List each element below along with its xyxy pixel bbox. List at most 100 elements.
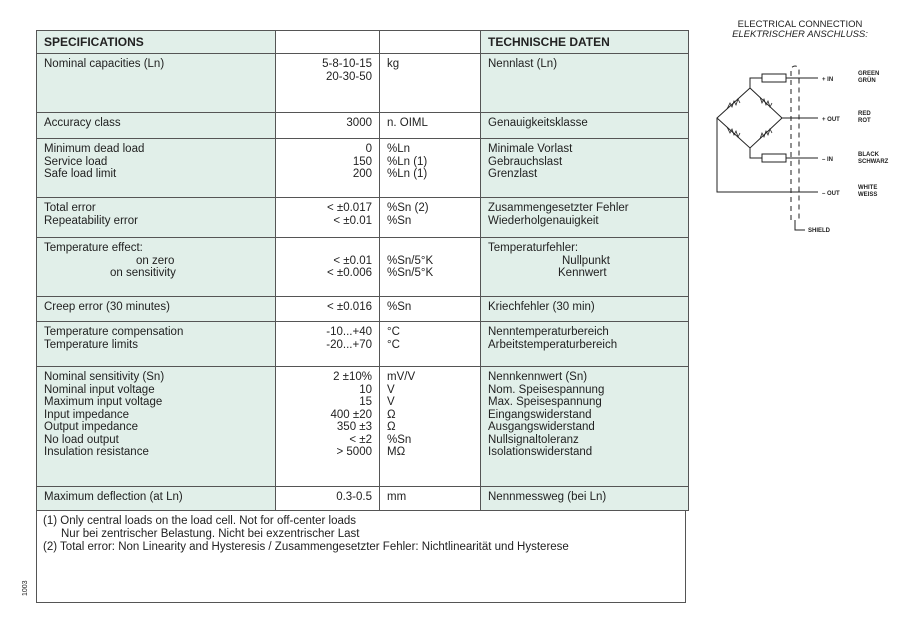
cell-line: Temperature compensation [44, 326, 184, 338]
cell-de: Nennlast (Ln) [480, 53, 689, 113]
cell-val: 0 150 200 [275, 138, 380, 198]
cell-line: 350 ±3 [336, 421, 372, 433]
cell-line: No load output [44, 433, 119, 446]
cell-line: %Sn [387, 214, 412, 227]
cell-val: 5-8-10-15 20-30-50 [275, 53, 380, 113]
cell-line: < ±0.017 [326, 202, 372, 214]
cell-de: Minimale Vorlast Gebrauchslast Grenzlast [480, 138, 689, 198]
cell-line: < ±0.006 [326, 267, 372, 279]
cell-de: Nennkennwert (Sn) Nom. Speisespannung Max.… [480, 366, 689, 487]
cell-line: Arbeitstemperaturbereich [488, 338, 618, 351]
cell-line: 400 ±20 [330, 408, 373, 421]
cell-line: 3000 [346, 117, 372, 129]
table-row: Accuracy class 3000 n. OIML Genauigkeitskla… [36, 112, 689, 139]
cell-line: Nennmessweg (bei Ln) [488, 491, 607, 503]
cell-line: °C [387, 338, 400, 351]
cell-line: %Ln (1) [387, 168, 428, 180]
document-code: 1003 [22, 580, 29, 596]
cell-en: Nominal capacities (Ln) [36, 53, 276, 113]
cell-en: Nominal sensitivity (Sn) Nominal input vo… [36, 366, 276, 487]
cell-line: < ±0.01 [333, 254, 372, 267]
bridge-circuit [716, 73, 818, 193]
cell-line: V [387, 396, 395, 408]
wire-label: – OUT [822, 191, 840, 197]
cell-line: %Sn/5°K [387, 254, 434, 267]
cell-line: n. OIML [387, 117, 428, 129]
cell-val: 3000 [275, 112, 380, 139]
wiring-diagram: + IN + OUT – IN – OUT SHIELD GREEN GRÜN … [716, 65, 889, 234]
cell-line [283, 242, 372, 255]
cell-unit: %Sn (2) %Sn [379, 197, 481, 238]
header-cell: TECHNISCHE DATEN [480, 30, 689, 54]
cell-line: Temperature limits [44, 338, 138, 351]
cell-val: < ±0.016 [275, 296, 380, 322]
cell-line: °C [387, 326, 400, 338]
footnote-1-de: Nur bei zentrischer Belastung. Nicht bei… [61, 528, 360, 540]
header-cell: SPECIFICATIONS [36, 30, 276, 54]
table-header: SPECIFICATIONS TECHNISCHE DATEN [36, 30, 689, 54]
cell-line: Temperaturfehler: [488, 242, 579, 254]
table-row: Minimum dead load Service load Safe load l… [36, 138, 689, 198]
cell-val: < ±0.017 < ±0.01 [275, 197, 380, 238]
cell-val: 2 ±10% 10 15 400 ±20 350 ±3 < ±2 > 5000 [275, 366, 380, 487]
cell-line: Maximum deflection (at Ln) [44, 491, 183, 503]
cell-line: 20-30-50 [325, 70, 372, 83]
cell-line: Temperature effect: [44, 242, 143, 254]
cell-line: Zusammengesetzter Fehler [488, 202, 629, 214]
cell-line: 200 [352, 168, 372, 180]
cell-line: Ausgangswiderstand [488, 421, 595, 433]
wire-color-de: GRÜN [858, 77, 876, 84]
electrical-connection-title: ELECTRICAL CONNECTION ELEKTRISCHER ANSCH… [700, 20, 900, 40]
wire-color: BLACK [858, 152, 880, 158]
cell-line: Wiederholgenauigkeit [488, 214, 599, 227]
cell-unit: %Sn [379, 296, 481, 322]
cell-line: on sensitivity [110, 267, 176, 279]
wire-color-de: WEISS [858, 192, 877, 198]
header-cell [379, 30, 481, 54]
table-row: Temperature effect: on zero on sensitivity… [36, 237, 689, 297]
wire-color-de: SCHWARZ [858, 159, 889, 165]
cell-line: Nominal input voltage [44, 383, 155, 396]
cell-en: Temperature compensation Temperature limi… [36, 321, 276, 367]
cell-line: Max. Speisespannung [488, 396, 602, 408]
cell-line: %Sn/5°K [387, 267, 434, 279]
cell-unit: mm [379, 486, 481, 511]
cell-line: Repeatability error [44, 214, 138, 227]
cell-de: Zusammengesetzter Fehler Wiederholgenauig… [480, 197, 689, 238]
cell-line: mV/V [387, 371, 416, 383]
wire-color: RED [858, 111, 871, 117]
cell-line: 150 [352, 155, 372, 168]
cell-unit: %Ln %Ln (1) %Ln (1) [379, 138, 481, 198]
cell-line: Isolationswiderstand [488, 446, 593, 458]
cell-line: %Sn [387, 301, 412, 313]
cell-en: Creep error (30 minutes) [36, 296, 276, 322]
table-row: Creep error (30 minutes) < ±0.016 %Sn Kriec… [36, 296, 689, 322]
cell-line: Minimale Vorlast [488, 143, 573, 155]
title-de: ELEKTRISCHER ANSCHLUSS: [732, 29, 868, 40]
cell-de: Temperaturfehler: Nullpunkt Kennwert [480, 237, 689, 297]
cell-line: %Ln (1) [387, 155, 428, 168]
cell-line: Nom. Speisespannung [488, 383, 605, 396]
footnotes: (1) Only central loads on the load cell.… [36, 510, 686, 603]
cell-line: Ω [387, 408, 396, 421]
cell-line: -10...+40 [326, 326, 372, 338]
cell-line: %Sn [387, 433, 412, 446]
cell-line: Nennkennwert (Sn) [488, 371, 588, 383]
table-row: Nominal capacities (Ln) 5-8-10-15 20-30-50… [36, 53, 689, 113]
cell-line: Eingangswiderstand [488, 408, 592, 421]
cell-unit: °C °C [379, 321, 481, 367]
cell-line: Nullsignaltoleranz [488, 433, 579, 446]
cell-line: Grenzlast [488, 168, 538, 180]
cell-unit: n. OIML [379, 112, 481, 139]
cell-de: Kriechfehler (30 min) [480, 296, 689, 322]
cell-line: Nominal capacities (Ln) [44, 58, 165, 70]
table-row: Maximum deflection (at Ln) 0.3-0.5 mm Nennm… [36, 486, 689, 511]
table-row: Temperature compensation Temperature limi… [36, 321, 689, 367]
resistor [761, 153, 787, 163]
cell-line: Kriechfehler (30 min) [488, 301, 595, 313]
shield-wire [794, 220, 805, 231]
cell-line: MΩ [387, 446, 406, 458]
cell-de: Nennmessweg (bei Ln) [480, 486, 689, 511]
cell-line: Output impedance [44, 421, 138, 433]
title-en: ELECTRICAL CONNECTION [737, 19, 863, 30]
